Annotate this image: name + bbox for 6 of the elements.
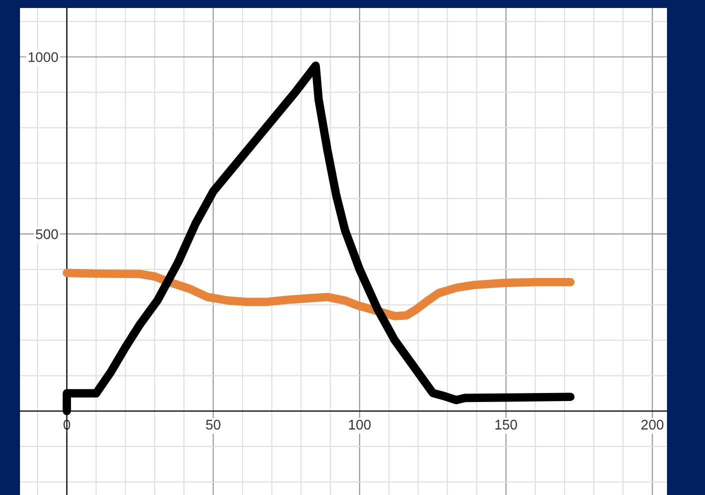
x-tick-label: 100 [349,420,371,430]
x-tick-label: 150 [495,420,518,430]
y-tick-label: 500 [36,229,58,240]
x-tick-label: 200 [641,420,664,430]
y-tick-label: 1000 [28,52,58,62]
x-tick-label: 50 [206,420,220,430]
